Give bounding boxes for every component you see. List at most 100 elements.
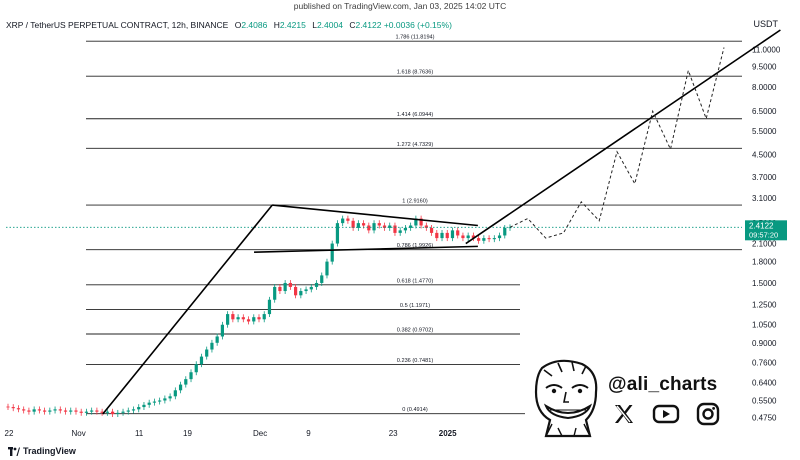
candle-body [456,230,460,236]
fib-level-label: 1.414 (6.0944) [397,112,434,118]
change-value: +0.0036 (+0.15%) [383,20,452,30]
candle-body [152,401,157,403]
candle-body [137,407,141,410]
candle-body [273,286,277,300]
y-axis-tick-label: 2.1000 [752,240,777,249]
author-handle[interactable]: @ali_charts [608,374,718,395]
fib-level-label: 0 (0.4914) [402,407,428,413]
x-logo-icon[interactable] [612,402,636,426]
trendline [272,204,478,227]
x-axis-tick-label: 9 [306,429,311,438]
candle-body [100,411,104,413]
candle-body [466,235,470,239]
fib-level-label: 1 (2.9160) [402,199,428,205]
instagram-icon[interactable] [696,402,720,426]
candle-body [409,225,413,228]
candle-body [226,314,230,325]
candle-body [74,410,78,412]
x-axis-tick-label: 19 [183,429,192,438]
candle-body [147,402,151,405]
published-note: published on TradingView.com, Jan 03, 20… [293,1,507,11]
candle-body [403,227,408,231]
candle-body [346,218,350,221]
y-axis-tick-label: 1.0500 [752,321,777,330]
y-axis-tick-label: 0.7600 [752,359,777,368]
candle-body [6,406,10,408]
youtube-icon[interactable] [652,402,680,426]
candle-body [199,356,204,365]
candle-body [503,227,507,236]
candle-body [445,232,449,239]
candle-body [27,410,31,412]
candle-body [53,409,57,411]
candle-body [424,225,428,228]
candle-body [398,230,402,233]
candle-body [215,336,219,343]
y-axis-tick-label: 0.9000 [752,339,777,348]
quote-currency: USDT [753,19,779,29]
tradingview-logo-icon [8,446,20,456]
candle-body [236,317,240,320]
fib-level-label: 1.786 (11.8194) [395,35,434,41]
price-tag-box [745,220,787,241]
x-axis-tick-label: 11 [135,429,144,438]
candle-body [116,412,120,415]
x-axis-tick-label: Dec [253,429,267,438]
candle-body [414,218,418,226]
candle-body [22,409,26,411]
candle-body [58,409,62,411]
y-axis-tick-label: 3.7000 [752,173,777,182]
y-axis-tick-label: 0.5500 [752,396,777,405]
y-axis-tick-label: 6.5000 [752,107,777,116]
candle-body [382,225,387,228]
open-label: O [234,20,242,30]
fib-level-label: 0.382 (0.9702) [397,328,434,334]
candle-body [461,235,465,239]
candle-body [508,227,512,229]
candle-body [294,286,298,296]
candle-body [178,384,183,391]
candle-body [262,314,266,320]
candle-body [429,227,434,233]
candle-body [471,235,475,239]
x-axis-tick-label: Nov [71,429,85,438]
fib-level-label: 1.272 (4.7329) [397,142,434,148]
close-value: 2.4122 [355,20,382,30]
fib-level-label: 0.5 (1.1971) [400,303,430,309]
candle-body [158,400,162,402]
candle-body [283,282,287,292]
candle-body [220,324,224,337]
candle-body [367,225,371,231]
candle-body [450,230,455,239]
y-axis-tick-label: 4.5000 [752,150,777,159]
candle-body [267,299,272,315]
candle-body [497,235,502,239]
candle-body [440,232,444,239]
candle-body [142,404,146,408]
candle-body [90,410,94,412]
fib-level-label: 1.618 (8.7636) [397,70,434,76]
y-axis-tick-label: 3.1000 [752,194,777,203]
candle-body [388,225,392,228]
fib-level-label: 0.786 (1.9926) [397,243,434,249]
trendline [254,245,478,254]
candle-body [32,409,36,412]
candle-body [231,314,235,320]
projection-path [509,47,725,239]
candle-body [37,409,41,411]
candle-body [309,286,313,290]
candle-body [314,282,319,287]
x-axis-tick-label: 22 [5,429,14,438]
candle-body [393,225,397,233]
tradingview-brand[interactable]: TradingView [8,446,76,456]
symbol-title[interactable]: XRP / TetherUS PERPETUAL CONTRACT, 12h, … [6,20,229,30]
candle-body [487,238,491,240]
candle-body [79,411,83,413]
candle-body [361,223,366,226]
candle-body [257,317,261,320]
candle-body [299,291,303,296]
candle-body [325,261,329,276]
candle-body [205,349,209,357]
y-axis-tick-label: 0.6400 [752,379,777,388]
